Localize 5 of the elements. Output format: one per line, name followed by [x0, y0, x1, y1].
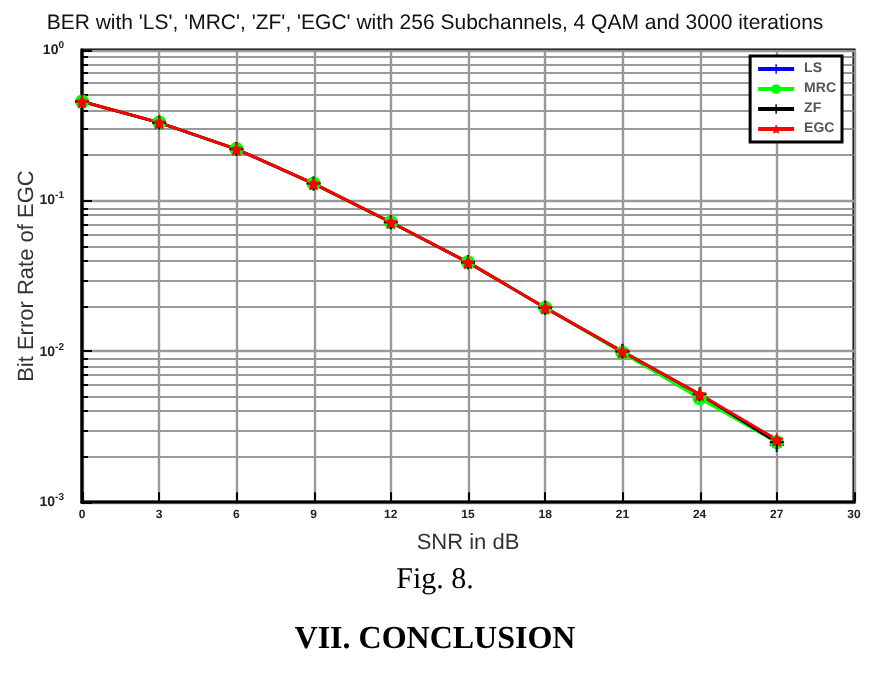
y-axis-title: Bit Error Rate of EGC [15, 170, 39, 382]
text: VII. CONCLUSION [292, 622, 578, 658]
x-axis-title: SNR in dB [416, 531, 520, 555]
chart-title: BER with 'LS', 'MRC', 'ZF', 'EGC' with 256 Subchannels, 4 QAM and 3000 iterations [46, 11, 824, 35]
caption: Fig. 8. [394, 564, 476, 598]
